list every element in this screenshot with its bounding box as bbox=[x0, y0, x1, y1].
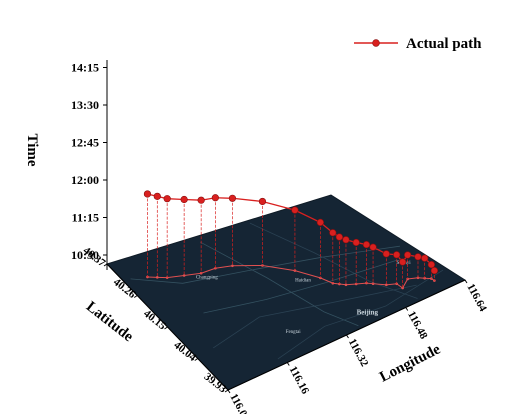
actual-path-point bbox=[427, 260, 435, 269]
x-tick-label: 116.64 bbox=[464, 282, 489, 314]
map-road bbox=[277, 269, 444, 360]
ground-track-point bbox=[293, 269, 297, 272]
actual-path-point bbox=[143, 190, 152, 198]
map-road bbox=[200, 241, 359, 327]
z-tick-label: 14:15 bbox=[71, 61, 99, 75]
map-label: Fengtai bbox=[286, 330, 302, 335]
actual-path-series bbox=[143, 190, 438, 275]
ground-track-point bbox=[433, 279, 436, 282]
y-tick bbox=[224, 389, 229, 393]
ground-track-point bbox=[155, 276, 159, 279]
x-tick bbox=[346, 334, 349, 339]
y-tick-label: 40.37 bbox=[81, 245, 108, 270]
ground-track-point bbox=[354, 282, 358, 286]
x-tick-label: 116.16 bbox=[287, 364, 312, 396]
x-tick bbox=[227, 389, 231, 394]
ground-track-point bbox=[261, 264, 264, 267]
ground-track-point bbox=[182, 274, 186, 277]
y-tick bbox=[133, 295, 138, 298]
actual-path-point bbox=[414, 253, 422, 261]
actual-path-point bbox=[393, 251, 401, 259]
ground-track-point bbox=[401, 286, 404, 290]
map-label: Haidian bbox=[295, 278, 311, 283]
y-tick bbox=[164, 326, 168, 330]
z-tick-label: 12:45 bbox=[71, 136, 99, 150]
map-road bbox=[203, 259, 398, 314]
x-tick bbox=[464, 279, 468, 284]
ground-track-line bbox=[147, 264, 435, 289]
actual-path-point bbox=[362, 240, 371, 249]
actual-path-point bbox=[291, 206, 299, 214]
actual-path-point bbox=[369, 243, 377, 251]
map-label: Beijing bbox=[357, 308, 379, 316]
y-axis-title: Latitude bbox=[83, 299, 136, 346]
ground-track-point bbox=[385, 283, 388, 287]
legend-marker-swatch bbox=[372, 39, 380, 47]
map-label: Changping bbox=[196, 275, 218, 280]
map-road bbox=[249, 222, 418, 299]
z-tick-label: 10:30 bbox=[71, 248, 99, 262]
z-axis-title: Time bbox=[24, 133, 40, 166]
z-tick-label: 13:30 bbox=[71, 98, 99, 112]
y-tick bbox=[103, 263, 108, 267]
z-tick-label: 12:00 bbox=[71, 173, 99, 187]
actual-path-point bbox=[342, 236, 350, 244]
actual-path-point bbox=[258, 197, 267, 206]
ground-track-point bbox=[344, 283, 348, 287]
actual-path-point bbox=[329, 229, 337, 237]
actual-path-point bbox=[316, 218, 324, 227]
ground-track-point bbox=[406, 277, 409, 281]
actual-path-point bbox=[211, 194, 219, 202]
actual-path-point bbox=[430, 266, 438, 275]
ground-track-point bbox=[165, 276, 169, 279]
y-tick bbox=[194, 358, 199, 361]
x-tick bbox=[405, 307, 409, 311]
actual-path-point bbox=[180, 195, 188, 204]
actual-path-point bbox=[352, 238, 360, 247]
map-road bbox=[130, 245, 400, 284]
x-tick-label: 116.32 bbox=[346, 337, 371, 369]
x-tick-label: 116.00 bbox=[227, 392, 252, 414]
legend: Actual path bbox=[354, 36, 482, 52]
ground-track-point bbox=[331, 281, 335, 285]
drop-lines bbox=[147, 193, 435, 288]
x-tick bbox=[286, 362, 290, 366]
actual-path-point bbox=[163, 195, 171, 203]
x-tick-label: 116.48 bbox=[405, 309, 430, 341]
actual-path-point bbox=[335, 233, 343, 241]
x-axis-title: Longitude bbox=[377, 341, 443, 385]
ground-track-point bbox=[395, 282, 398, 286]
actual-path-point bbox=[197, 196, 205, 204]
actual-path-point bbox=[382, 250, 390, 258]
actual-path-point bbox=[421, 254, 429, 262]
z-tick-label: 11:15 bbox=[72, 211, 99, 225]
legend-label: Actual path bbox=[406, 36, 482, 52]
ground-track-point bbox=[338, 282, 341, 286]
actual-path-point bbox=[228, 194, 237, 202]
map-road bbox=[213, 284, 417, 349]
actual-path-point bbox=[399, 258, 407, 266]
ground-track-point bbox=[231, 264, 234, 268]
actual-path-point bbox=[404, 251, 412, 259]
actual-path-point bbox=[153, 192, 161, 200]
